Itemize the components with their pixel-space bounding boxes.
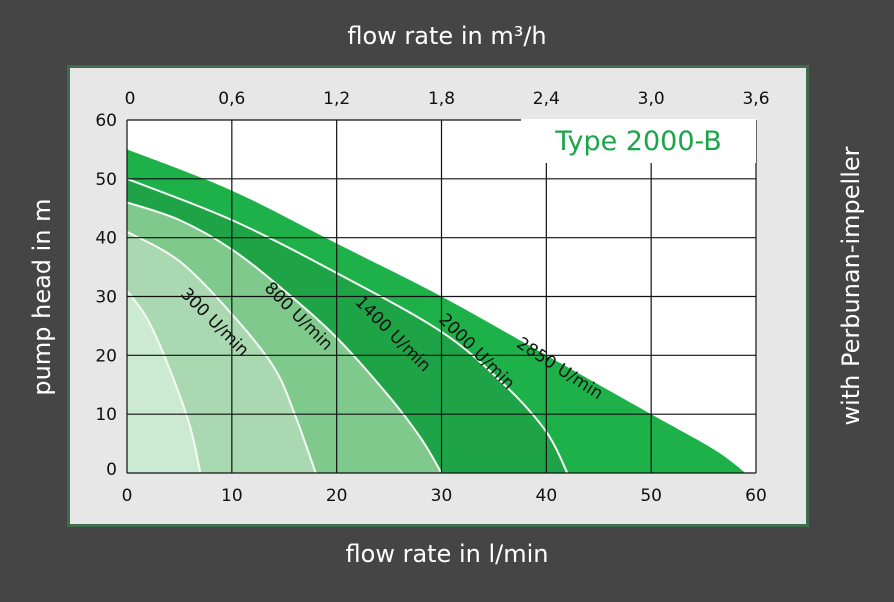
curve-series-2 [126, 177, 569, 474]
x2-tick-label-6: 3,6 [742, 89, 769, 109]
area-series-5 [127, 290, 201, 473]
x-tick-label-1: 10 [221, 486, 243, 506]
x2-tick-label-1: 0,6 [218, 89, 245, 109]
x-axis-title: flow rate in l/min [345, 540, 549, 568]
x-tick-label-0: 0 [122, 486, 133, 506]
type-badge: Type 2000-B [521, 119, 756, 163]
x2-tick-label-5: 3,0 [638, 89, 665, 109]
x2-tick-label-0: 0 [125, 89, 136, 109]
curve-series-4 [126, 230, 317, 474]
x-tick-label-4: 40 [536, 486, 558, 506]
y-tick-label-4: 40 [95, 229, 117, 249]
curve-series-5 [126, 290, 202, 474]
y-tick-label-5: 50 [95, 170, 117, 190]
x2-tick-label-4: 2,4 [533, 89, 560, 109]
x-tick-label-6: 60 [745, 486, 767, 506]
x-tick-label-2: 20 [326, 486, 348, 506]
x2-tick-label-2: 1,2 [323, 89, 350, 109]
y-tick-label-2: 20 [95, 346, 117, 366]
y-tick-label-1: 10 [95, 405, 117, 425]
top-axis-title: flow rate in m³/h [347, 22, 547, 50]
y-tick-label-0: 0 [106, 460, 117, 480]
curve-series-3 [126, 201, 443, 474]
x-tick-label-5: 50 [640, 486, 662, 506]
x-tick-label-3: 30 [431, 486, 453, 506]
x2-tick-label-3: 1,8 [428, 89, 455, 109]
y-tick-label-6: 60 [95, 111, 117, 131]
y-tick-label-3: 30 [95, 288, 117, 308]
